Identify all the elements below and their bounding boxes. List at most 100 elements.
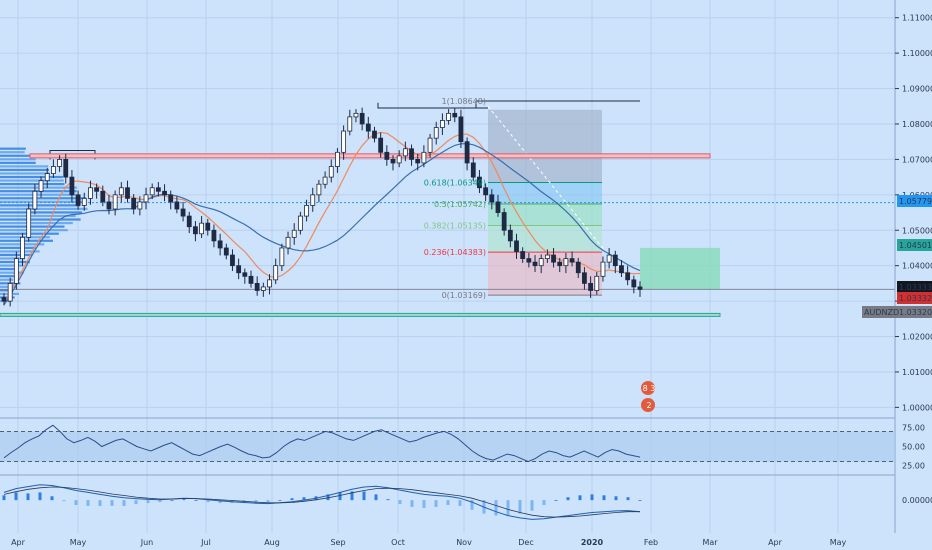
candle-body[interactable] xyxy=(421,151,427,164)
candle-body[interactable] xyxy=(316,183,322,196)
candle-body[interactable] xyxy=(88,187,93,199)
candle-body[interactable] xyxy=(341,130,347,153)
candle-body[interactable] xyxy=(81,197,87,206)
candle-body[interactable] xyxy=(409,148,414,160)
resistance-zone[interactable] xyxy=(29,153,711,159)
candle-body[interactable] xyxy=(495,201,501,213)
candle-body[interactable] xyxy=(162,190,167,196)
rsi-panel[interactable]: 75.00 50.00 25.00 xyxy=(0,424,925,471)
candle-body[interactable] xyxy=(50,166,56,174)
candle-body[interactable] xyxy=(100,190,106,203)
candle-body[interactable] xyxy=(501,212,507,231)
candle-body[interactable] xyxy=(470,162,476,178)
candle-body[interactable] xyxy=(260,286,266,291)
time-axis[interactable]: Apr May Jun Jul Aug Sep Oct Nov Dec 2020 Feb Mar Apr… xyxy=(11,538,846,547)
candle-body[interactable] xyxy=(13,258,19,284)
candle-body[interactable] xyxy=(551,254,556,263)
candle-body[interactable] xyxy=(168,194,174,203)
candle-body[interactable] xyxy=(143,194,149,203)
candle-body[interactable] xyxy=(20,236,25,259)
candle-body[interactable] xyxy=(63,159,69,178)
candle-body[interactable] xyxy=(347,116,353,132)
candle-body[interactable] xyxy=(38,180,44,192)
candle-body[interactable] xyxy=(26,208,32,238)
candle-body[interactable] xyxy=(446,112,451,121)
candle-body[interactable] xyxy=(322,176,328,185)
candle-body[interactable] xyxy=(254,282,260,291)
candle-body[interactable] xyxy=(1,297,7,302)
candle-body[interactable] xyxy=(612,254,618,267)
macd-panel[interactable]: 0.00000 xyxy=(2,484,932,520)
candle-body[interactable] xyxy=(588,282,594,291)
candle-body[interactable] xyxy=(402,148,408,157)
candle-body[interactable] xyxy=(563,258,569,267)
candle-body[interactable] xyxy=(186,215,192,228)
candle-body[interactable] xyxy=(310,194,316,206)
candle-body[interactable] xyxy=(440,120,445,128)
candle-body[interactable] xyxy=(57,159,62,167)
candle-body[interactable] xyxy=(267,279,272,288)
candle-body[interactable] xyxy=(297,215,303,231)
earnings-icon[interactable] xyxy=(641,381,655,395)
candle-body[interactable] xyxy=(118,187,124,196)
candle-body[interactable] xyxy=(149,187,155,196)
long-position-target[interactable] xyxy=(640,247,720,290)
candle-body[interactable] xyxy=(273,265,279,281)
candle-body[interactable] xyxy=(520,251,526,259)
candle-body[interactable] xyxy=(353,112,359,118)
candle-body[interactable] xyxy=(427,137,433,153)
candle-body[interactable] xyxy=(248,275,254,284)
candle-body[interactable] xyxy=(483,187,489,196)
candle-body[interactable] xyxy=(155,187,161,192)
candle-body[interactable] xyxy=(532,261,538,267)
candle-body[interactable] xyxy=(569,258,575,263)
candle-body[interactable] xyxy=(582,272,587,284)
candle-body[interactable] xyxy=(507,229,513,242)
event-badges[interactable]: 8 3 2 xyxy=(641,381,655,412)
candlesticks[interactable] xyxy=(1,107,643,307)
candle-body[interactable] xyxy=(230,254,235,267)
candle-body[interactable] xyxy=(7,282,13,302)
candle-body[interactable] xyxy=(217,240,223,249)
candle-body[interactable] xyxy=(365,123,371,132)
candle-body[interactable] xyxy=(279,247,285,267)
candle-body[interactable] xyxy=(372,130,377,139)
candle-body[interactable] xyxy=(32,190,38,210)
candle-body[interactable] xyxy=(384,151,390,160)
candle-body[interactable] xyxy=(236,265,242,274)
candle-body[interactable] xyxy=(112,194,118,210)
candle-body[interactable] xyxy=(489,194,495,203)
candle-body[interactable] xyxy=(359,112,365,125)
candle-body[interactable] xyxy=(415,159,421,164)
candle-body[interactable] xyxy=(631,279,637,288)
candle-body[interactable] xyxy=(137,201,143,210)
candle-body[interactable] xyxy=(335,151,340,167)
candle-body[interactable] xyxy=(328,166,334,178)
candle-body[interactable] xyxy=(291,229,297,238)
drawing-boxes[interactable] xyxy=(49,100,720,296)
candle-body[interactable] xyxy=(396,155,402,164)
candle-body[interactable] xyxy=(125,187,130,199)
candle-body[interactable] xyxy=(223,247,229,256)
candle-body[interactable] xyxy=(174,201,180,210)
candle-body[interactable] xyxy=(242,272,248,277)
candle-body[interactable] xyxy=(544,254,550,259)
support-zone[interactable] xyxy=(0,312,721,317)
candle-body[interactable] xyxy=(94,187,100,192)
candle-body[interactable] xyxy=(75,194,81,206)
dividends-icon[interactable] xyxy=(641,398,655,412)
candle-body[interactable] xyxy=(304,205,309,217)
candle-body[interactable] xyxy=(514,240,519,252)
candle-body[interactable] xyxy=(390,159,396,164)
candle-body[interactable] xyxy=(526,258,532,263)
candle-body[interactable] xyxy=(477,176,482,189)
candle-body[interactable] xyxy=(131,197,137,210)
candle-body[interactable] xyxy=(575,261,581,274)
candle-body[interactable] xyxy=(378,137,384,153)
candle-body[interactable] xyxy=(205,222,211,231)
candle-body[interactable] xyxy=(606,254,612,263)
candle-body[interactable] xyxy=(557,261,563,267)
candle-body[interactable] xyxy=(433,127,439,139)
